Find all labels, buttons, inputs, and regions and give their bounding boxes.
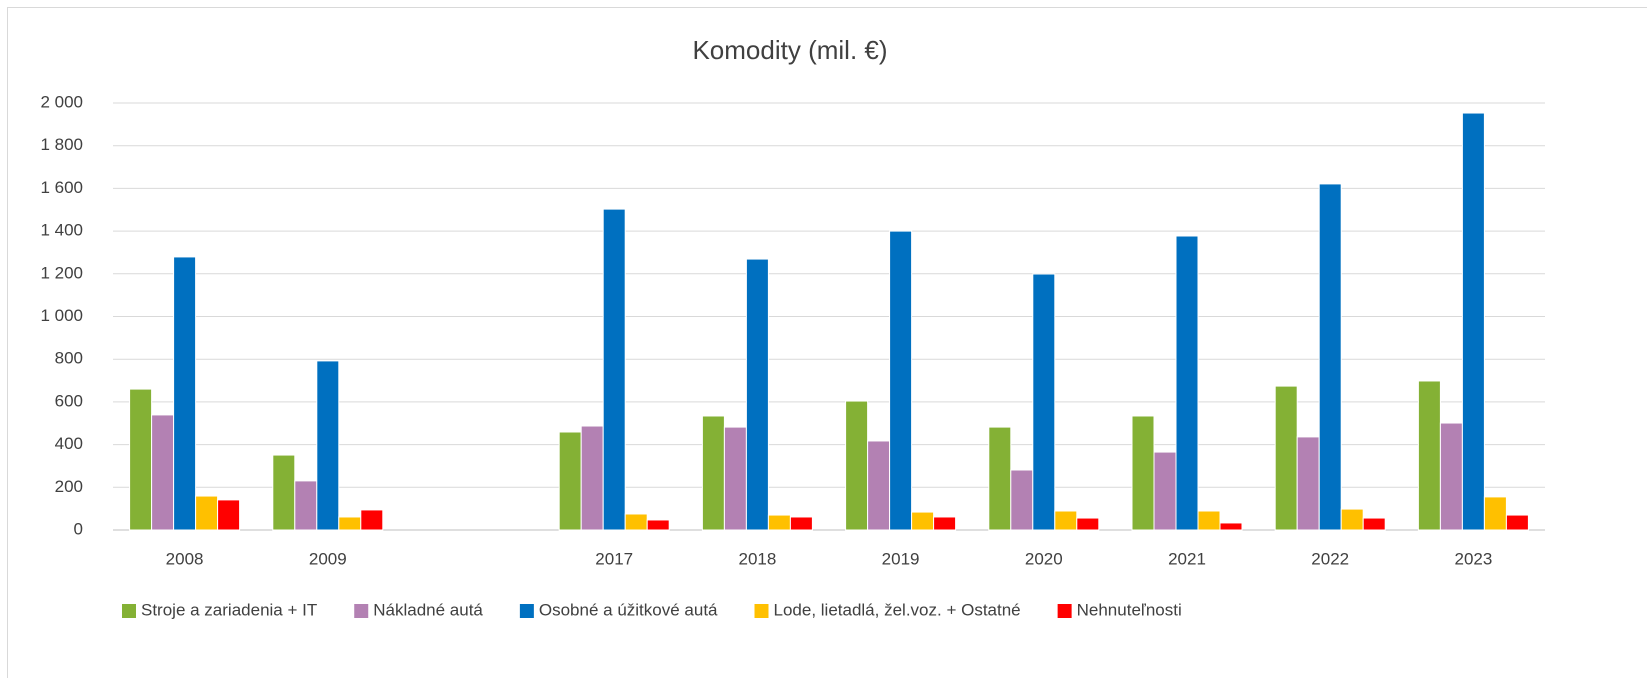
bar	[1153, 451, 1177, 531]
y-tick-label: 1 800	[40, 135, 83, 154]
bar	[602, 208, 626, 531]
bar	[1417, 380, 1441, 531]
bar	[1505, 514, 1529, 531]
bar	[789, 516, 813, 531]
bar	[558, 431, 582, 531]
bar	[1461, 112, 1485, 531]
bar	[1439, 422, 1463, 531]
y-tick-label: 0	[74, 519, 83, 538]
bar	[1296, 436, 1320, 531]
bar	[1054, 510, 1078, 531]
bar	[217, 499, 241, 531]
bar	[1274, 385, 1298, 531]
bar	[1175, 235, 1199, 531]
legend-label: Lode, lietadlá, žel.voz. + Ostatné	[774, 600, 1021, 619]
y-tick-label: 1 000	[40, 306, 83, 325]
bar	[272, 454, 296, 531]
bar	[933, 516, 957, 531]
legend-swatch	[1057, 604, 1072, 618]
y-tick-label: 1 600	[40, 178, 83, 197]
legend-swatch	[122, 604, 136, 618]
x-tick-label: 2023	[1454, 549, 1492, 568]
legend-swatch	[519, 604, 534, 618]
y-tick-label: 600	[55, 391, 83, 410]
y-tick-label: 1 400	[40, 221, 83, 240]
bar	[316, 360, 340, 531]
bar	[1197, 510, 1221, 531]
bar	[624, 513, 648, 531]
x-tick-label: 2022	[1311, 549, 1349, 568]
bar	[1131, 415, 1155, 531]
legend-label: Osobné a úžitkové autá	[539, 600, 718, 619]
bar	[889, 230, 913, 531]
bar	[745, 258, 769, 531]
x-tick-label: 2008	[166, 549, 204, 568]
bar	[195, 495, 219, 531]
x-tick-label: 2019	[882, 549, 920, 568]
legend-swatch	[754, 604, 769, 618]
bar	[1318, 183, 1342, 531]
bar	[1362, 517, 1386, 531]
bar	[151, 414, 175, 531]
chart-title: Komodity (mil. €)	[692, 35, 887, 65]
bar	[1010, 469, 1034, 531]
x-tick-label: 2009	[309, 549, 347, 568]
bar	[723, 426, 747, 531]
bar	[1076, 517, 1100, 531]
bar	[867, 440, 891, 531]
x-tick-label: 2021	[1168, 549, 1206, 568]
bar	[1483, 496, 1507, 531]
bar	[911, 511, 935, 531]
y-tick-label: 2 000	[40, 92, 83, 111]
bar	[767, 514, 791, 531]
bar	[580, 425, 604, 531]
legend-swatch	[354, 604, 369, 618]
y-tick-label: 800	[55, 349, 83, 368]
legend-label: Nehnuteľnosti	[1077, 600, 1182, 619]
y-tick-label: 400	[55, 434, 83, 453]
bar	[1032, 273, 1056, 531]
bar	[1340, 508, 1364, 531]
bar	[129, 388, 153, 531]
bar	[294, 480, 318, 531]
bar	[646, 519, 670, 531]
y-tick-label: 200	[55, 477, 83, 496]
bar	[988, 426, 1012, 531]
bar	[360, 509, 384, 531]
x-tick-label: 2018	[738, 549, 776, 568]
bar	[1219, 522, 1243, 531]
y-tick-label: 1 200	[40, 263, 83, 282]
chart-frame	[7, 7, 1647, 678]
x-tick-label: 2017	[595, 549, 633, 568]
bar	[173, 256, 197, 531]
bar	[701, 415, 725, 531]
bar	[845, 400, 869, 531]
legend-label: Nákladné autá	[373, 600, 483, 619]
bar	[338, 516, 362, 531]
x-tick-label: 2020	[1025, 549, 1063, 568]
legend-label: Stroje a zariadenia + IT	[141, 600, 317, 619]
